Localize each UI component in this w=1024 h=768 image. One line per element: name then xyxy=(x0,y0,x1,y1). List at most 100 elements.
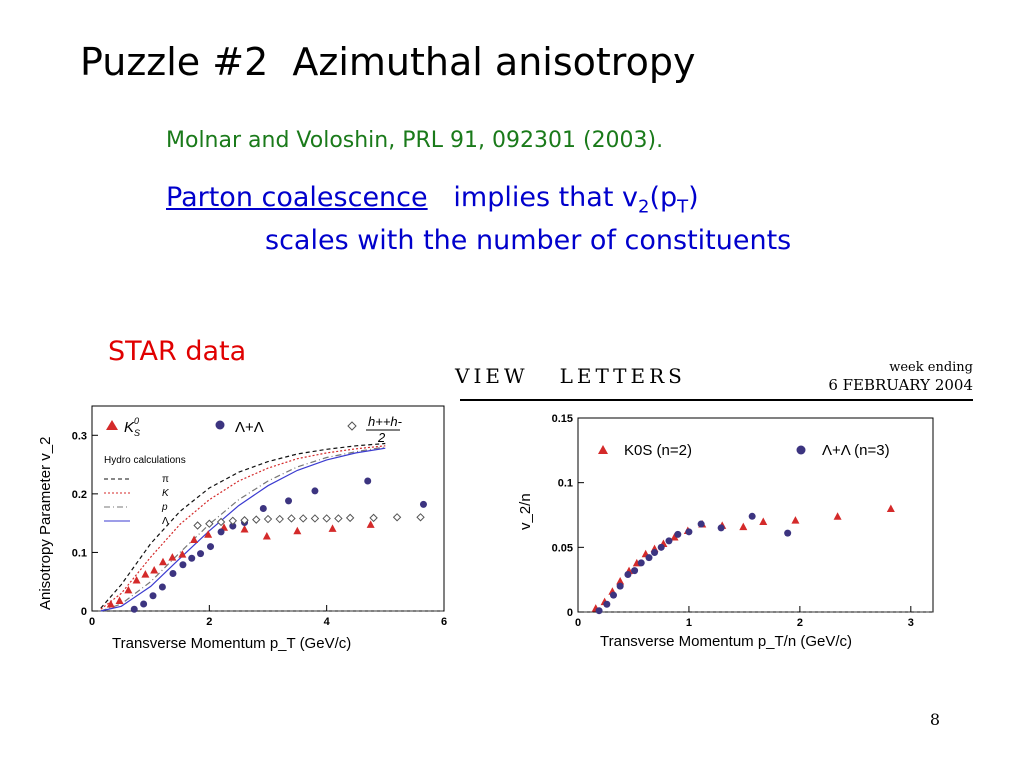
star-data-label: STAR data xyxy=(108,336,247,367)
legend-k0s-sub: S xyxy=(134,428,140,438)
left-point-h++h- xyxy=(287,514,296,523)
right-point-Λ+Λ (n=3) xyxy=(748,512,756,520)
right-xlabel: Transverse Momentum p_T/n (GeV/c) xyxy=(600,633,852,650)
right-xtick-label: 0 xyxy=(575,617,581,629)
hydro-lambda-label: Λ xyxy=(162,516,169,527)
legend-k0s-n2-label: K0S (n=2) xyxy=(624,442,692,459)
left-point-Λ+Λ xyxy=(197,550,205,558)
hydro-k-label: K xyxy=(162,488,170,499)
slide-title: Puzzle #2 Azimuthal anisotropy xyxy=(80,40,696,84)
left-point-K0S xyxy=(158,557,167,566)
right-point-Λ+Λ (n=3) xyxy=(697,520,705,528)
right-ytick-label: 0.1 xyxy=(558,478,573,490)
left-legend: K S 0 Λ+Λ h++h- 2 Hydro calculations π K… xyxy=(104,414,403,527)
legend-lambda-n3-marker xyxy=(796,445,806,455)
left-point-h++h- xyxy=(334,514,343,523)
left-point-h++h- xyxy=(322,514,331,523)
right-plot-frame xyxy=(577,417,934,613)
right-point-K0S (n=2) xyxy=(791,516,800,524)
left-xtick-label: 2 xyxy=(206,616,212,628)
left-curve-p xyxy=(100,446,386,612)
right-point-K0S (n=2) xyxy=(670,532,679,541)
left-point-Λ+Λ xyxy=(364,477,372,485)
right-point-K0S (n=2) xyxy=(833,512,842,520)
right-ytick-label: 0.05 xyxy=(552,542,573,554)
left-curve-π xyxy=(100,442,386,609)
left-point-K0S xyxy=(141,570,150,578)
right-point-Λ+Λ (n=3) xyxy=(631,567,639,575)
hydro-pi-label: π xyxy=(162,474,169,485)
legend-lambda-n3-label: Λ+Λ (n=3) xyxy=(822,442,890,459)
legend-hadron-label: h++h- xyxy=(368,414,403,429)
right-xtick-label: 3 xyxy=(908,617,914,629)
left-point-K0S xyxy=(115,596,124,604)
right-point-Λ+Λ (n=3) xyxy=(610,591,617,599)
left-point-h++h- xyxy=(205,519,214,528)
coalescence-close: ) xyxy=(688,182,699,213)
journal-rule xyxy=(460,399,973,401)
coalescence-statement: Parton coalescence implies that v2(pT) xyxy=(166,182,699,217)
left-point-K0S xyxy=(124,585,133,594)
right-point-K0S (n=2) xyxy=(759,517,768,525)
right-point-Λ+Λ (n=3) xyxy=(637,559,645,567)
journal-date: 6 FEBRUARY 2004 xyxy=(828,376,973,394)
right-legend: K0S (n=2) Λ+Λ (n=3) xyxy=(598,442,890,459)
left-plot-frame xyxy=(91,405,445,612)
hydro-box-title: Hydro calculations xyxy=(104,455,186,466)
left-point-h++h- xyxy=(216,517,226,527)
right-xtick-label: 1 xyxy=(686,617,692,629)
left-ytick-label: 0.2 xyxy=(72,489,87,501)
right-point-K0S (n=2) xyxy=(886,504,895,513)
left-point-Λ+Λ xyxy=(311,487,319,495)
right-point-Λ+Λ (n=3) xyxy=(784,529,792,537)
left-point-Λ+Λ xyxy=(169,570,177,578)
right-ytick-label: 0 xyxy=(567,607,573,619)
right-point-Λ+Λ (n=3) xyxy=(717,524,725,532)
right-point-Λ+Λ (n=3) xyxy=(595,607,603,615)
left-curve-Λ xyxy=(100,447,386,612)
left-point-h++h- xyxy=(252,515,261,524)
left-point-Λ+Λ xyxy=(217,528,225,536)
right-point-Λ+Λ (n=3) xyxy=(624,570,632,578)
left-xtick-label: 0 xyxy=(89,616,95,628)
right-xtick-label: 2 xyxy=(797,617,803,629)
left-point-h++h- xyxy=(416,513,425,522)
left-point-h++h- xyxy=(345,513,355,523)
right-point-K0S (n=2) xyxy=(616,576,625,585)
left-xtick-label: 6 xyxy=(441,616,447,628)
left-point-h++h- xyxy=(310,514,320,523)
right-point-K0S (n=2) xyxy=(739,522,748,531)
left-point-h++h- xyxy=(369,513,378,523)
right-data-marks xyxy=(591,504,895,615)
left-point-K0S xyxy=(366,520,375,528)
right-point-Λ+Λ (n=3) xyxy=(651,549,659,557)
left-point-Λ+Λ xyxy=(285,497,293,505)
legend-k0s-sup: 0 xyxy=(134,416,139,426)
left-ytick-label: 0 xyxy=(81,606,87,618)
right-point-Λ+Λ (n=3) xyxy=(665,537,673,545)
left-point-K0S xyxy=(204,530,213,538)
right-ylabel: v_2/n xyxy=(517,493,534,530)
left-point-Λ+Λ xyxy=(188,554,196,562)
right-point-Λ+Λ (n=3) xyxy=(674,530,682,538)
right-point-Λ+Λ (n=3) xyxy=(657,543,665,551)
parton-coalescence-link[interactable]: Parton coalescence xyxy=(166,182,428,213)
left-axes: 0 2 4 6 0 0.1 0.2 0.3 xyxy=(72,430,447,628)
page-number: 8 xyxy=(929,710,940,729)
journal-week: week ending xyxy=(889,360,973,375)
left-ylabel: Anisotropy Parameter v_2 xyxy=(37,437,54,610)
right-axes: 0 1 2 3 0 0.05 0.1 0.15 xyxy=(552,413,933,629)
left-point-Λ+Λ xyxy=(158,583,166,591)
left-point-h++h- xyxy=(298,514,308,523)
left-point-K0S xyxy=(240,525,249,533)
right-chart: 0 1 2 3 0 0.05 0.1 0.15 K0S (n=2) Λ+Λ (n=3) Tra… xyxy=(517,413,934,650)
left-point-h++h- xyxy=(275,514,284,524)
legend-k0s-label: K xyxy=(124,419,135,436)
journal-header: VIEW LETTERS week ending 6 FEBRUARY 2004 xyxy=(455,360,975,402)
journal-letters: VIEW LETTERS xyxy=(455,364,686,388)
left-point-K0S xyxy=(168,553,177,561)
legend-k0s-marker xyxy=(106,420,118,430)
left-point-h++h- xyxy=(228,516,238,526)
left-point-Λ+Λ xyxy=(140,600,148,608)
left-point-K0S xyxy=(150,566,159,574)
